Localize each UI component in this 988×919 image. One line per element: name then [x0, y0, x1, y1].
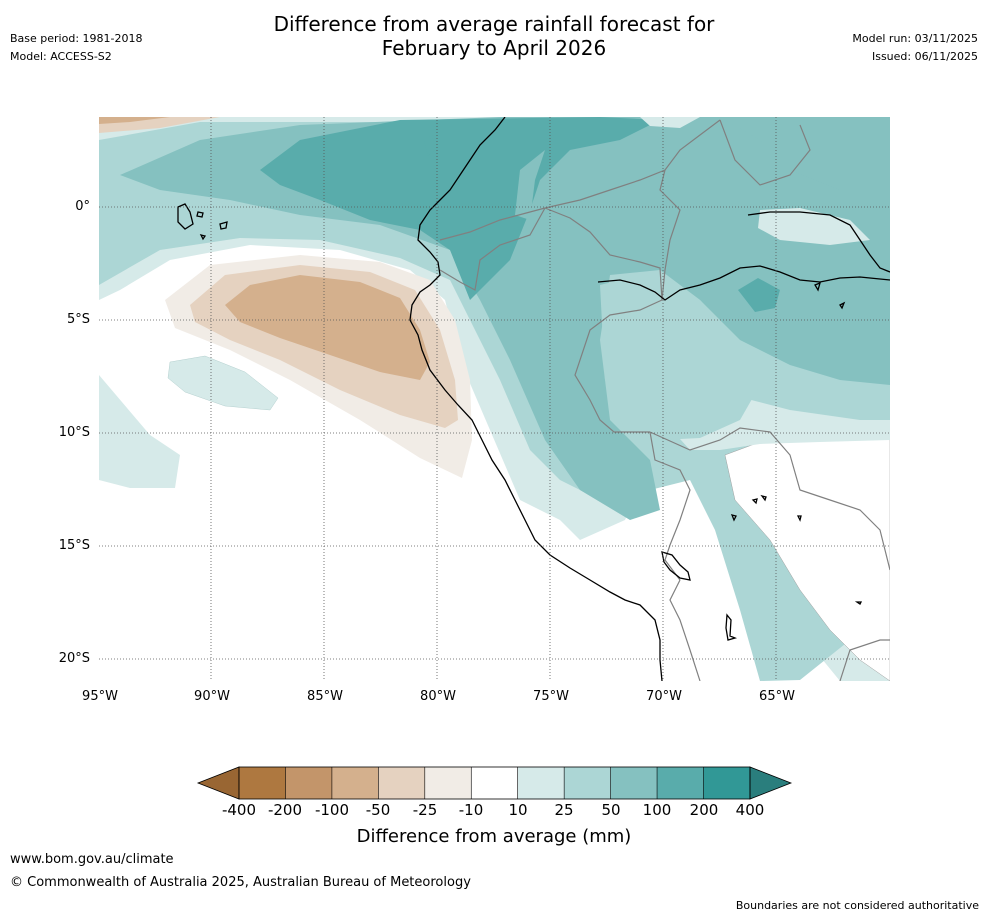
- footer-url: www.bom.gov.au/climate: [10, 852, 174, 867]
- boundary-peru-bolivia: [649, 431, 691, 581]
- boundary-venezuela-brazil: [719, 119, 811, 186]
- colorbar-tick: -50: [365, 801, 391, 819]
- colorbar-swatch: [424, 767, 472, 799]
- footer-copyright: © Commonwealth of Australia 2025, Austra…: [10, 875, 471, 890]
- boundary-colombia-peru: [544, 207, 663, 301]
- lon-label-75w: 75°W: [533, 689, 569, 704]
- coast-pacific-south-america: [409, 117, 663, 681]
- galapagos-1: [177, 203, 194, 230]
- colorbar-swatch: [703, 767, 751, 799]
- lat-label-0: 0°: [75, 199, 90, 214]
- boundary-bolivia-brazil: [649, 427, 890, 571]
- colorbar-swatch: [610, 767, 658, 799]
- lon-label-80w: 80°W: [420, 689, 456, 704]
- country-boundaries: [439, 119, 890, 681]
- colorbar-swatch: [517, 767, 565, 799]
- colorbar-swatch: [564, 767, 612, 799]
- model-run-text: Model run: 03/11/2025: [852, 32, 978, 45]
- contour-wet-100-200-small: [738, 278, 780, 312]
- contour-wet-50-100: [120, 117, 890, 520]
- map-plot-area: [99, 117, 890, 681]
- contour-wet-faint-top: [640, 117, 700, 128]
- colorbar-tick: 200: [689, 801, 719, 819]
- lon-label-90w: 90°W: [194, 689, 230, 704]
- left-metadata: Base period: 1981-2018 Model: ACCESS-S2: [10, 30, 142, 66]
- rio-negro: [747, 211, 890, 273]
- contour-wet-100-200: [260, 117, 660, 300]
- colorbar-tick: -400: [221, 801, 257, 819]
- contour-white-amazon: [758, 208, 870, 245]
- lon-label-95w: 95°W: [82, 689, 118, 704]
- contour-wet-patch-south-pacific: [167, 355, 279, 411]
- lat-label-10s: 10°S: [58, 425, 90, 440]
- bolivia-lake-1: [751, 498, 758, 505]
- colorbar-tick: 400: [735, 801, 765, 819]
- title-line-1: Difference from average rainfall forecas…: [273, 12, 715, 36]
- model-text: Model: ACCESS-S2: [10, 50, 112, 63]
- colorbar-tick: -25: [412, 801, 438, 819]
- coastlines: [177, 117, 890, 681]
- colorbar-extend-high: [749, 766, 793, 800]
- bolivia-lake-2: [760, 494, 767, 502]
- colorbar-tick: 100: [642, 801, 672, 819]
- contour-wet-patch-west: [99, 375, 180, 488]
- lat-label-15s: 15°S: [58, 538, 90, 553]
- lon-label-65w: 65°W: [759, 689, 795, 704]
- bolivia-lake-3: [730, 514, 737, 522]
- colorbar-tick: -100: [314, 801, 350, 819]
- lon-label-70w: 70°W: [646, 689, 682, 704]
- colorbar-swatch: [378, 767, 426, 799]
- lon-label-85w: 85°W: [307, 689, 343, 704]
- galapagos-4: [199, 234, 207, 241]
- colorbar-swatch: [239, 767, 286, 799]
- gridlines: [99, 117, 890, 681]
- map-title: Difference from average rainfall forecas…: [0, 12, 988, 60]
- contour-wet-100-200-speck: [424, 135, 435, 156]
- boundary-colombia-brazil: [659, 169, 681, 301]
- colorbar-swatch: [471, 767, 519, 799]
- boundary-ecuador-peru: [439, 207, 546, 291]
- colorbar-tick: 25: [554, 801, 574, 819]
- contour-wet-50-100-gap: [515, 150, 545, 220]
- colorbar-tick: 50: [601, 801, 621, 819]
- galapagos-2: [196, 211, 204, 218]
- colorbar-tick: 10: [508, 801, 528, 819]
- contour-dry-top-left-inner: [99, 117, 170, 124]
- colorbar-extend-low: [196, 766, 240, 800]
- base-period-text: Base period: 1981-2018: [10, 32, 143, 45]
- paraguay-speck: [854, 601, 863, 605]
- boundary-colombia-ecuador: [439, 207, 546, 241]
- contour-dry-50: [225, 275, 430, 380]
- colorbar-tick: -200: [267, 801, 303, 819]
- boundary-colombia-venezuela: [544, 119, 721, 209]
- boundary-peru-brazil: [574, 299, 663, 433]
- boundary-bolivia-chile: [669, 579, 701, 681]
- colorbar-swatch: [657, 767, 704, 799]
- bolivia-lake-4: [796, 515, 802, 522]
- lat-label-20s: 20°S: [58, 651, 90, 666]
- amazon-islands: [814, 281, 846, 310]
- colorbar-swatch: [285, 767, 333, 799]
- colorbar-label: Difference from average (mm): [356, 826, 632, 847]
- poopo-lake: [725, 613, 738, 641]
- contour-wet-50-100-east: [720, 117, 890, 200]
- colorbar-swatch: [331, 767, 379, 799]
- galapagos-3: [219, 221, 228, 230]
- contour-wet-25-50-peru: [600, 270, 760, 440]
- lat-label-5s: 5°S: [66, 312, 90, 327]
- right-metadata: Model run: 03/11/2025 Issued: 06/11/2025: [852, 30, 978, 66]
- boundary-bolivia-paraguay: [839, 639, 890, 681]
- colorbar: [196, 766, 793, 800]
- issued-text: Issued: 06/11/2025: [871, 50, 978, 63]
- footer-note: Boundaries are not considered authoritat…: [735, 899, 979, 912]
- title-line-2: February to April 2026: [381, 36, 607, 60]
- lake-titicaca: [661, 551, 691, 581]
- amazon-river: [597, 265, 890, 301]
- colorbar-tick: -10: [458, 801, 484, 819]
